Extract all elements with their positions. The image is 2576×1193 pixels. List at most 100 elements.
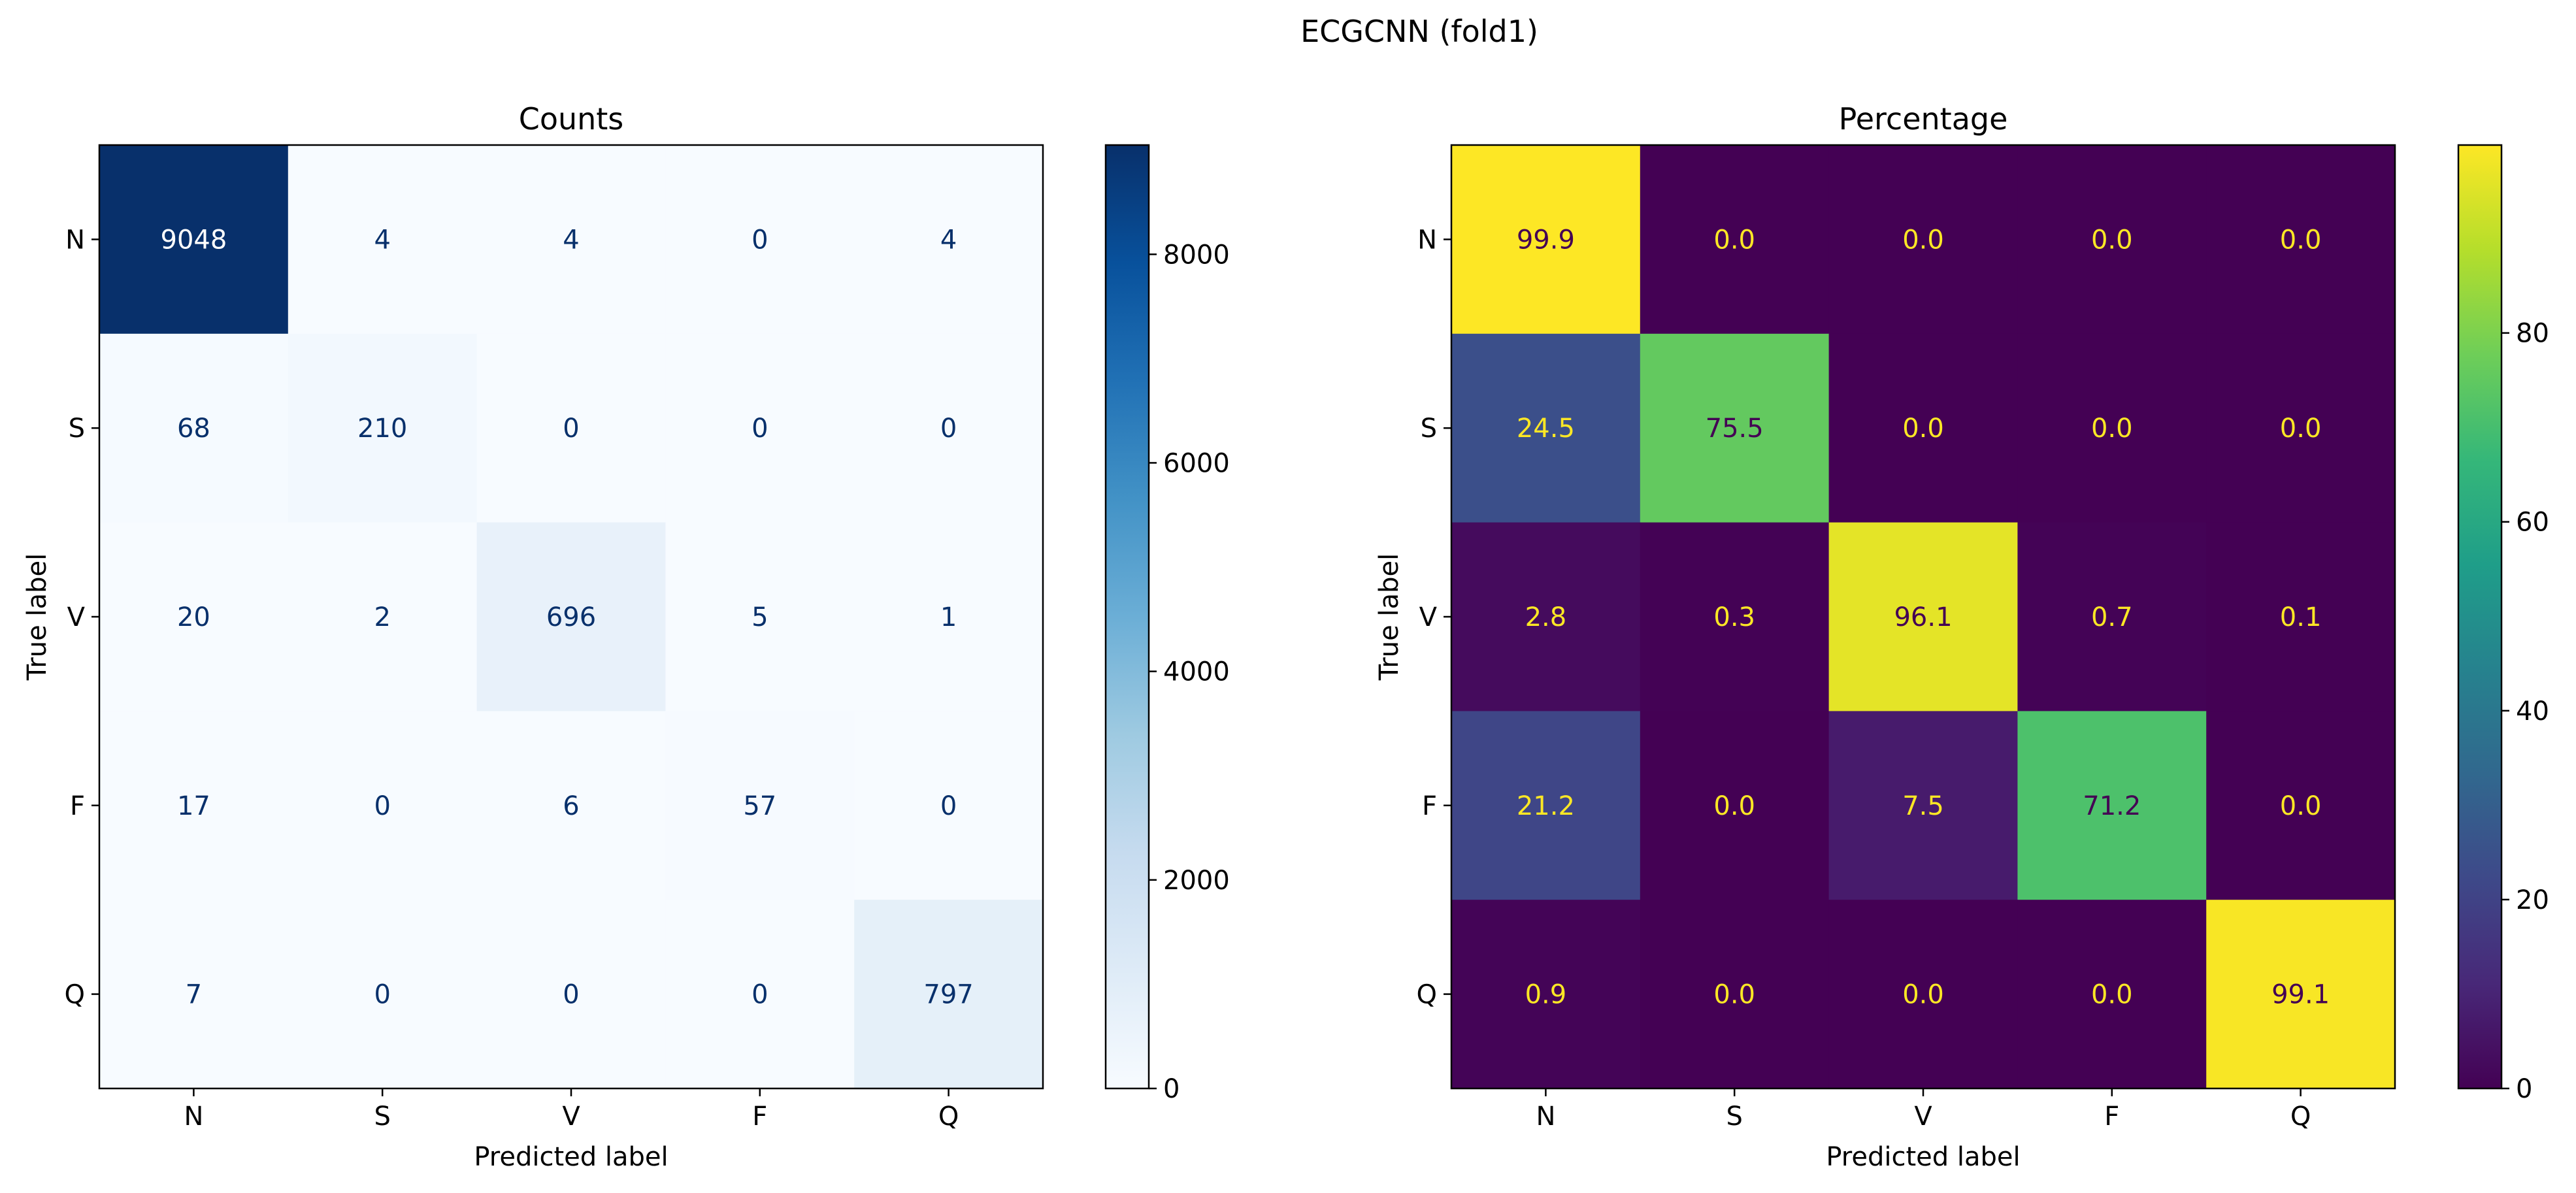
heatmap-cell xyxy=(476,145,666,335)
cell-value-label: 0 xyxy=(374,791,390,821)
chart-title: Percentage xyxy=(1839,101,2008,137)
colorbar xyxy=(1104,144,1150,1090)
heatmap-cell xyxy=(288,333,478,523)
heatmap-cell xyxy=(1451,145,1641,335)
heatmap-cell xyxy=(1828,333,2018,523)
heatmap-cell xyxy=(854,145,1044,335)
cell-value-label: 0.9 xyxy=(1525,980,1567,1010)
cell-value-label: 210 xyxy=(357,414,407,444)
colorbar-tick-label: 8000 xyxy=(1163,240,1230,270)
y-tick-label: F xyxy=(70,791,85,821)
x-tick-label: S xyxy=(1726,1102,1743,1132)
heatmap-cell xyxy=(2017,333,2207,523)
cell-value-label: 0.0 xyxy=(2280,791,2322,821)
cell-value-label: 0.0 xyxy=(1713,791,1755,821)
cell-value-label: 17 xyxy=(177,791,210,821)
colorbar-tick-label: 6000 xyxy=(1163,448,1230,478)
heatmap-cell xyxy=(476,711,666,900)
cell-value-label: 0 xyxy=(563,414,579,444)
chart-title: Counts xyxy=(519,101,624,137)
cell-value-label: 0 xyxy=(751,414,768,444)
heatmap-cell xyxy=(2017,900,2207,1089)
heatmap-cell xyxy=(1828,900,2018,1089)
y-axis-label: True label xyxy=(22,553,52,681)
x-tick-label: F xyxy=(2104,1102,2119,1132)
cell-value-label: 0.0 xyxy=(2091,414,2133,444)
y-tick-label: V xyxy=(1419,602,1438,632)
cell-value-label: 0.0 xyxy=(2280,225,2322,255)
heatmap-cell xyxy=(1640,333,1830,523)
heatmap-cell xyxy=(854,711,1044,900)
colorbar-tick-label: 20 xyxy=(2516,885,2549,915)
x-tick-label: Q xyxy=(2290,1102,2311,1132)
x-tick-label: Q xyxy=(938,1102,959,1132)
cell-value-label: 0.0 xyxy=(1902,225,1944,255)
cell-value-label: 0 xyxy=(751,225,768,255)
y-tick-label: Q xyxy=(65,980,85,1010)
colorbar-tick-label: 60 xyxy=(2516,508,2549,538)
heatmap-cell xyxy=(1451,711,1641,900)
y-tick-label: N xyxy=(1417,225,1437,255)
cell-value-label: 1 xyxy=(940,602,957,632)
heatmap-cell xyxy=(99,145,289,335)
x-tick-label: F xyxy=(752,1102,767,1132)
y-tick-label: Q xyxy=(1417,980,1437,1010)
heatmap-cell xyxy=(1828,522,2018,711)
cell-value-label: 0 xyxy=(940,414,957,444)
cell-value-label: 4 xyxy=(563,225,579,255)
heatmap-cell xyxy=(854,522,1044,711)
cell-value-label: 9048 xyxy=(161,225,227,255)
cell-value-label: 0.3 xyxy=(1713,602,1755,632)
colorbar xyxy=(2457,144,2503,1090)
cell-value-label: 0.0 xyxy=(1902,980,1944,1010)
heatmap-cell xyxy=(1828,145,2018,335)
cell-value-label: 696 xyxy=(546,602,596,632)
heatmap-cell xyxy=(1640,900,1830,1089)
x-tick-label: V xyxy=(562,1102,580,1132)
y-tick-label: V xyxy=(67,602,86,632)
heatmap-cell xyxy=(288,900,478,1089)
heatmap-cell xyxy=(2206,333,2396,523)
colorbar-tick-label: 0 xyxy=(2516,1074,2532,1104)
y-tick-label: S xyxy=(69,414,85,444)
cell-value-label: 0 xyxy=(940,791,957,821)
heatmap-cell xyxy=(288,522,478,711)
cell-value-label: 68 xyxy=(177,414,210,444)
cell-value-label: 0.0 xyxy=(1713,980,1755,1010)
cell-value-label: 20 xyxy=(177,602,210,632)
cell-value-label: 5 xyxy=(751,602,768,632)
figure-suptitle: ECGCNN (fold1) xyxy=(1300,14,1538,49)
cell-value-label: 0.7 xyxy=(2091,602,2133,632)
heatmap-cell xyxy=(2017,711,2207,900)
colorbar-tick-label: 2000 xyxy=(1163,866,1230,896)
heatmap-cell xyxy=(2206,522,2396,711)
y-tick-label: S xyxy=(1421,414,1437,444)
cell-value-label: 797 xyxy=(923,980,973,1010)
heatmap-cell xyxy=(476,522,666,711)
x-tick-label: N xyxy=(1536,1102,1555,1132)
heatmap-cell xyxy=(854,900,1044,1089)
heatmap-cell xyxy=(288,145,478,335)
heatmap-cell xyxy=(476,900,666,1089)
x-axis-label: Predicted label xyxy=(1826,1142,2020,1172)
cell-value-label: 4 xyxy=(940,225,957,255)
heatmap-cell xyxy=(2206,711,2396,900)
cell-value-label: 4 xyxy=(374,225,390,255)
heatmap-cell xyxy=(854,333,1044,523)
x-tick-label: N xyxy=(184,1102,203,1132)
cell-value-label: 99.9 xyxy=(1517,225,1575,255)
cell-value-label: 0.0 xyxy=(2280,414,2322,444)
cell-value-label: 0 xyxy=(374,980,390,1010)
heatmap-cell xyxy=(2206,145,2396,335)
heatmap-cell xyxy=(2017,145,2207,335)
heatmap-cell xyxy=(1451,333,1641,523)
heatmap-cell xyxy=(1640,711,1830,900)
chart-panel-2: Percentage 99.9 0.0 0.0 0.0 0.0 24.5 75.5 0.0 0.0… xyxy=(1374,101,2549,1172)
cell-value-label: 0.0 xyxy=(2091,225,2133,255)
cell-value-label: 71.2 xyxy=(2083,791,2141,821)
chart-panel-1: Counts 9048 4 4 0 4 68 210 0 0 0 20 2 696 5 1 17 0 6 57 0 7 0 0… xyxy=(22,101,1230,1172)
heatmap-cell xyxy=(665,145,855,335)
heatmap-cell xyxy=(665,711,855,900)
cell-value-label: 0.0 xyxy=(1902,414,1944,444)
